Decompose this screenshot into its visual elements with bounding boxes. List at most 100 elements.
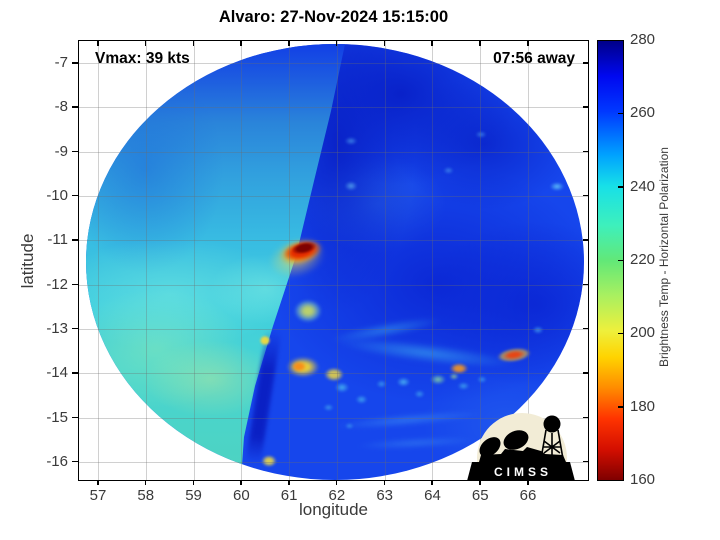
y-tick-mark <box>72 62 78 64</box>
y-tick-label: -7 <box>54 54 68 71</box>
colorbar-tick-label: 220 <box>630 251 656 268</box>
satellite-dishes-icon <box>479 430 566 462</box>
y-tick-mark-right <box>583 62 588 64</box>
x-tick-label: 59 <box>185 487 202 504</box>
y-tick-label: -12 <box>46 275 68 293</box>
x-tick-mark-top <box>192 41 195 46</box>
colorbar-tick-mark <box>618 39 623 41</box>
x-tick-label: 65 <box>471 487 489 504</box>
v-gridline <box>98 41 99 480</box>
x-tick-mark-top <box>240 41 242 46</box>
v-gridline <box>480 41 482 480</box>
y-tick-mark <box>72 106 78 108</box>
x-tick-label: 62 <box>328 487 346 504</box>
y-tick-label: -10 <box>46 186 68 204</box>
v-gridline <box>432 41 434 480</box>
y-tick-label: -16 <box>46 452 68 470</box>
y-tick-mark <box>72 283 78 286</box>
x-tick-mark <box>383 480 386 485</box>
h-gridline <box>79 373 588 375</box>
colorbar-tick-label: 260 <box>630 104 656 122</box>
h-gridline <box>79 240 588 242</box>
y-tick-mark <box>72 239 78 241</box>
x-tick-mark <box>97 480 99 485</box>
v-gridline <box>193 41 195 480</box>
h-gridline <box>79 107 588 109</box>
x-tick-mark <box>240 480 242 485</box>
x-tick-mark-top <box>383 41 386 46</box>
y-tick-mark <box>72 416 78 419</box>
x-tick-mark <box>431 480 433 485</box>
colorbar-tick-label: 280 <box>630 31 656 48</box>
y-tick-mark <box>72 460 78 463</box>
h-gridline <box>79 328 588 330</box>
colorbar-tick-mark <box>618 332 623 335</box>
x-tick-mark-top <box>527 41 529 46</box>
h-gridline <box>79 417 588 419</box>
cimss-logo: CIMSS <box>467 413 575 481</box>
colorbar-tick-mark <box>618 259 623 261</box>
x-tick-mark <box>192 480 195 485</box>
x-tick-label: 58 <box>137 487 155 504</box>
v-gridline <box>528 41 530 480</box>
logo-text: CIMSS <box>494 465 552 479</box>
colorbar-tick-label: 200 <box>630 324 656 342</box>
y-tick-mark-right <box>583 460 588 463</box>
y-tick-mark <box>72 327 78 330</box>
x-tick-label: 57 <box>89 487 107 504</box>
y-tick-mark <box>72 372 78 374</box>
x-tick-mark-top <box>431 41 433 46</box>
x-tick-mark <box>527 480 529 485</box>
x-tick-label: 61 <box>280 487 298 504</box>
plot-area: Vmax: 39 kts 07:56 away <box>78 40 589 481</box>
x-tick-mark <box>288 480 290 485</box>
colorbar-tick-mark <box>618 112 623 115</box>
h-gridline <box>79 284 588 286</box>
v-gridline <box>336 41 338 480</box>
logo-banner <box>467 462 575 481</box>
x-tick-mark <box>335 480 338 485</box>
colorbar-tick-label: 240 <box>630 177 656 195</box>
y-tick-mark-right <box>583 239 588 241</box>
x-tick-mark <box>144 480 147 485</box>
x-tick-mark-top <box>288 41 290 46</box>
x-tick-mark-top <box>97 41 99 46</box>
y-tick-mark-right <box>583 194 588 197</box>
colorbar-tick-mark <box>618 479 623 481</box>
x-tick-mark-top <box>335 41 338 46</box>
h-gridline <box>79 195 588 197</box>
x-tick-label: 63 <box>376 487 394 504</box>
colorbar-tick-mark <box>618 186 623 188</box>
x-tick-label: 66 <box>519 487 537 504</box>
plot-title: Alvaro: 27-Nov-2024 15:15:00 <box>218 8 449 26</box>
x-tick-label: 60 <box>232 487 250 504</box>
y-tick-label: -9 <box>54 142 68 160</box>
v-gridline <box>145 41 147 480</box>
x-tick-mark-top <box>144 41 147 46</box>
x-axis-label: longitude <box>298 500 368 519</box>
x-tick-label: 64 <box>424 487 441 504</box>
water-tower-icon <box>540 415 564 460</box>
y-tick-mark <box>72 194 78 197</box>
colorbar-tick-mark <box>618 406 623 408</box>
y-tick-mark <box>72 150 78 153</box>
y-tick-label: -11 <box>47 231 68 249</box>
y-tick-mark-right <box>583 372 588 374</box>
y-tick-mark-right <box>583 283 588 286</box>
colorbar-tick-label: 160 <box>630 471 656 488</box>
h-gridline <box>79 63 588 64</box>
satellite-swath-disc <box>86 44 584 480</box>
y-tick-mark-right <box>583 327 588 330</box>
y-tick-mark-right <box>583 150 588 153</box>
y-tick-label: -8 <box>54 98 68 116</box>
h-gridline <box>79 151 588 153</box>
time-away-annotation: 07:56 away <box>493 50 575 67</box>
y-tick-label: -15 <box>46 408 68 426</box>
y-tick-mark-right <box>583 416 588 419</box>
v-gridline <box>241 41 243 480</box>
x-tick-mark <box>479 480 481 485</box>
y-tick-label: -14 <box>46 364 68 382</box>
colorbar-tick-label: 180 <box>630 397 656 415</box>
y-tick-label: -13 <box>46 319 68 337</box>
